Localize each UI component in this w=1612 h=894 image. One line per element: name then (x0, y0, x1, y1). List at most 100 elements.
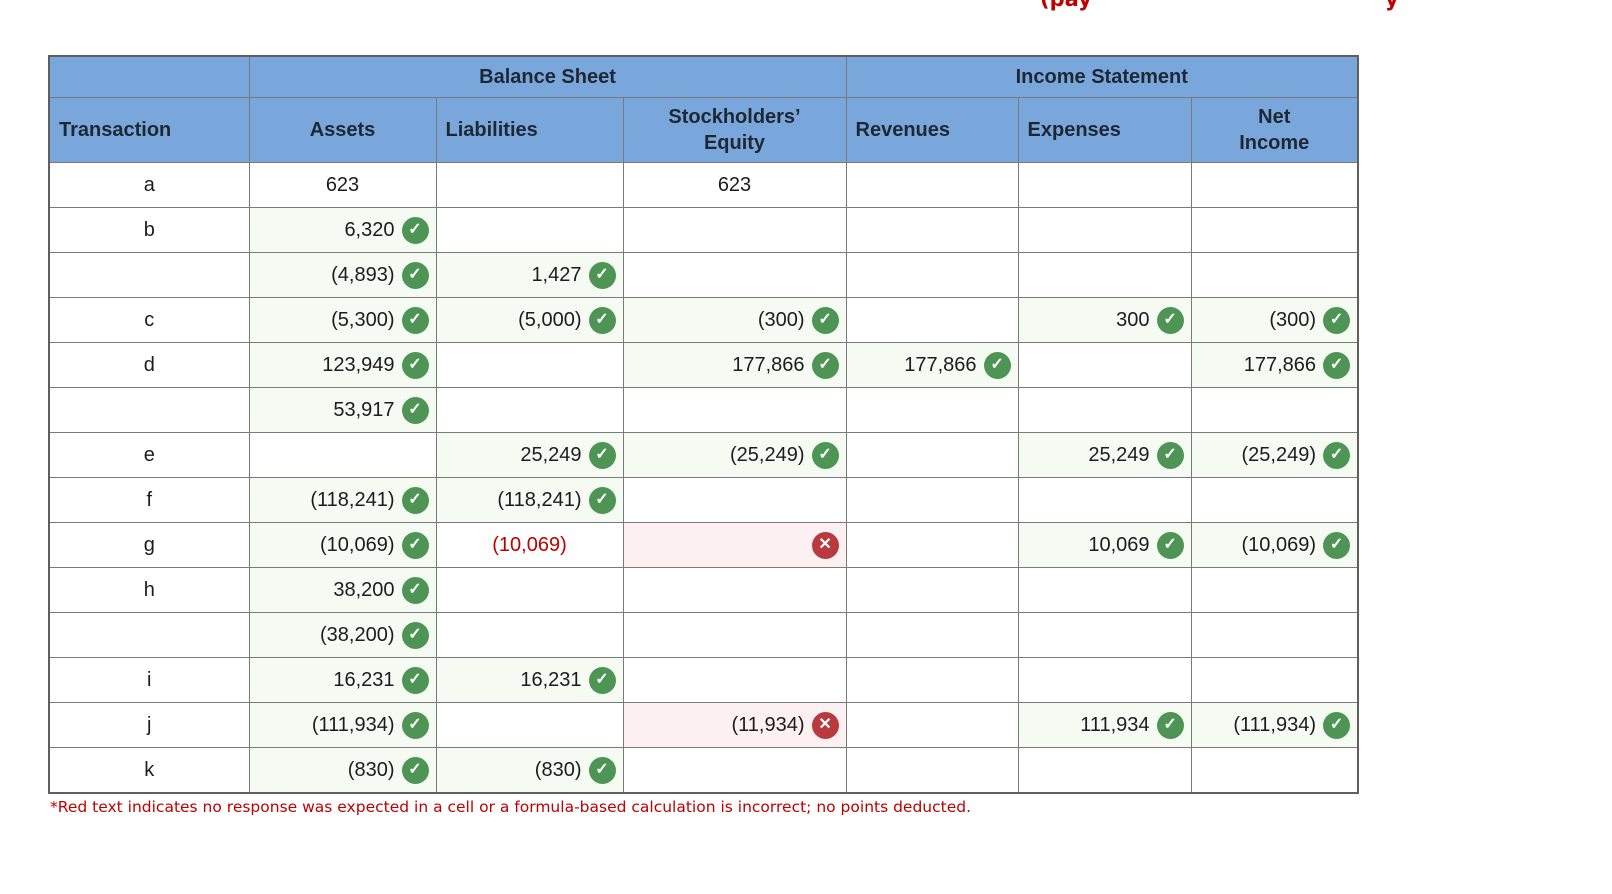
net-income-cell: (25,249) ✓ (1190, 432, 1359, 478)
stockholders-equity-cell (622, 252, 847, 298)
transaction-label: i (48, 657, 250, 703)
cell-value: 623 (717, 173, 752, 196)
clipped-top-text: (pay y (1040, 0, 1460, 12)
expenses-cell: 10,069 ✓ (1017, 522, 1192, 568)
check-icon: ✓ (588, 486, 616, 514)
table-row: g (10,069) ✓ (10,069) ✕ 10,069 ✓ (10,069) ✓ (48, 522, 1359, 568)
cell-value: (111,934) (1233, 713, 1317, 736)
table-row: (4,893) ✓ 1,427 ✓ (48, 252, 1359, 298)
transaction-label: b (48, 207, 250, 253)
check-icon: ✓ (1323, 351, 1351, 379)
liabilities-cell: 16,231 ✓ (435, 657, 624, 703)
assets-cell: 38,200 ✓ (248, 567, 437, 613)
table-row: i 16,231 ✓ 16,231 ✓ (48, 657, 1359, 703)
clipped-text-fragment: (pay (1040, 0, 1092, 11)
liabilities-cell (435, 702, 624, 748)
check-icon: ✓ (401, 306, 429, 334)
grading-table: Balance Sheet Income Statement Transacti… (48, 55, 1360, 794)
transaction-label (48, 387, 250, 433)
clipped-text-fragment: y (1385, 0, 1399, 11)
net-income-cell: (111,934) ✓ (1190, 702, 1359, 748)
check-icon: ✓ (401, 666, 429, 694)
revenues-cell (845, 432, 1019, 478)
liabilities-cell (435, 162, 624, 208)
cell-value: (5,300) (331, 308, 395, 331)
cell-value: 300 (1116, 308, 1150, 331)
group-header-income-statement: Income Statement (845, 55, 1359, 98)
table-row: c (5,300) ✓ (5,000) ✓ (300) ✓ 300 ✓ (300) ✓ (48, 297, 1359, 343)
cell-value: (38,200) (320, 623, 395, 646)
net-income-cell (1190, 567, 1359, 613)
table-row: e 25,249 ✓ (25,249) ✓ 25,249 ✓ (25,249) ✓ (48, 432, 1359, 478)
revenues-cell (845, 297, 1019, 343)
check-icon: ✓ (1156, 711, 1184, 739)
transaction-label: d (48, 342, 250, 388)
assets-cell: (4,893) ✓ (248, 252, 437, 298)
check-icon: ✓ (588, 666, 616, 694)
cell-value: (111,934) (311, 713, 395, 736)
cell-value: 25,249 (1088, 443, 1150, 466)
transaction-label: j (48, 702, 250, 748)
expenses-cell (1017, 252, 1192, 298)
stockholders-equity-cell (622, 567, 847, 613)
expenses-cell (1017, 342, 1192, 388)
check-icon: ✓ (983, 351, 1011, 379)
transaction-label: g (48, 522, 250, 568)
stockholders-equity-cell (622, 612, 847, 658)
liabilities-cell: (10,069) (435, 522, 624, 568)
revenues-cell (845, 702, 1019, 748)
check-icon: ✓ (1156, 306, 1184, 334)
footnote: *Red text indicates no response was expe… (50, 798, 972, 816)
expenses-cell (1017, 747, 1192, 794)
x-icon: ✕ (811, 531, 839, 559)
net-income-cell (1190, 612, 1359, 658)
cell-value: (300) (1269, 308, 1317, 331)
check-icon: ✓ (1323, 711, 1351, 739)
assets-cell: 6,320 ✓ (248, 207, 437, 253)
check-icon: ✓ (588, 756, 616, 784)
net-income-cell (1190, 657, 1359, 703)
expenses-cell (1017, 477, 1192, 523)
check-icon: ✓ (811, 306, 839, 334)
expenses-cell (1017, 207, 1192, 253)
table-body: a 623 623 b 6,320 ✓ (4,893) ✓ 1,427 ✓ c (5,300) ✓ (5,… (48, 162, 1359, 794)
check-icon: ✓ (401, 621, 429, 649)
net-income-cell: (300) ✓ (1190, 297, 1359, 343)
check-icon: ✓ (811, 351, 839, 379)
stockholders-equity-cell: (25,249) ✓ (622, 432, 847, 478)
check-icon: ✓ (1323, 531, 1351, 559)
assets-cell: 53,917 ✓ (248, 387, 437, 433)
x-icon: ✕ (811, 711, 839, 739)
check-icon: ✓ (588, 441, 616, 469)
check-icon: ✓ (1323, 441, 1351, 469)
cell-value: (830) (347, 758, 395, 781)
expenses-cell (1017, 612, 1192, 658)
cell-value: (10,069) (1241, 533, 1317, 556)
cell-value: 53,917 (333, 398, 395, 421)
check-icon: ✓ (401, 216, 429, 244)
transaction-label: h (48, 567, 250, 613)
cell-value: 6,320 (344, 218, 395, 241)
column-header-liabilities: Liabilities (435, 97, 624, 163)
check-icon: ✓ (811, 441, 839, 469)
liabilities-cell: 1,427 ✓ (435, 252, 624, 298)
revenues-cell (845, 162, 1019, 208)
stockholders-equity-cell: ✕ (622, 522, 847, 568)
liabilities-cell (435, 612, 624, 658)
stockholders-equity-cell (622, 747, 847, 794)
column-header-row: Transaction Assets Liabilities Stockhold… (48, 97, 1359, 163)
net-income-cell: (10,069) ✓ (1190, 522, 1359, 568)
check-icon: ✓ (1323, 306, 1351, 334)
liabilities-cell: 25,249 ✓ (435, 432, 624, 478)
transaction-label: e (48, 432, 250, 478)
cell-value: (118,241) (497, 488, 582, 511)
stockholders-equity-cell: 177,866 ✓ (622, 342, 847, 388)
cell-value: (25,249) (1241, 443, 1317, 466)
corner-cell (48, 55, 250, 98)
liabilities-cell: (830) ✓ (435, 747, 624, 794)
expenses-cell (1017, 387, 1192, 433)
transaction-label: a (48, 162, 250, 208)
revenues-cell (845, 387, 1019, 433)
revenues-cell: 177,866 ✓ (845, 342, 1019, 388)
expenses-cell (1017, 567, 1192, 613)
